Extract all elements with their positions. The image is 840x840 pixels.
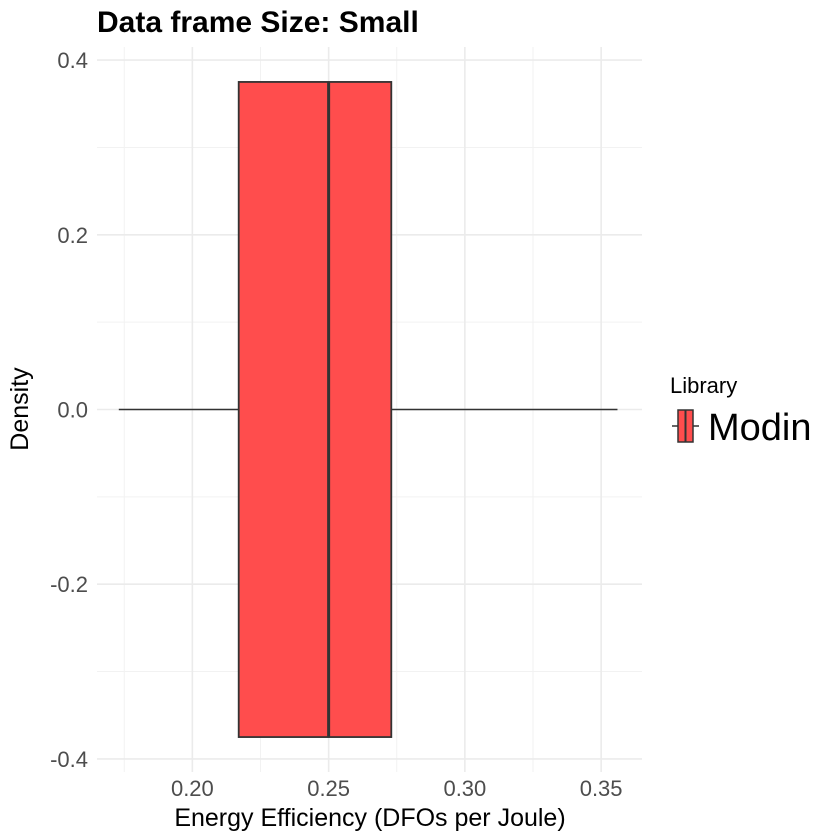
chart-title: Data frame Size: Small bbox=[97, 6, 419, 39]
x-tick-labels: 0.20 0.25 0.30 0.35 bbox=[171, 776, 623, 801]
legend-key-modin bbox=[672, 409, 699, 443]
x-tick-label: 0.30 bbox=[443, 776, 486, 801]
box-modin bbox=[237, 81, 393, 738]
y-tick-label: -0.2 bbox=[50, 572, 88, 597]
legend-title: Library bbox=[670, 373, 737, 398]
x-tick-label: 0.25 bbox=[307, 776, 350, 801]
y-tick-labels: -0.4 -0.2 0.0 0.2 0.4 bbox=[50, 48, 88, 772]
x-tick-label: 0.35 bbox=[580, 776, 623, 801]
y-tick-label: 0.0 bbox=[57, 398, 88, 423]
y-tick-label: 0.2 bbox=[57, 223, 88, 248]
x-tick-label: 0.20 bbox=[171, 776, 214, 801]
legend: Library Modin bbox=[670, 373, 812, 449]
y-axis-title: Density bbox=[6, 367, 34, 451]
x-axis-title: Energy Efficiency (DFOs per Joule) bbox=[174, 804, 565, 832]
y-tick-label: -0.4 bbox=[50, 747, 88, 772]
boxplot-layer bbox=[118, 81, 618, 738]
y-tick-label: 0.4 bbox=[57, 48, 88, 73]
legend-label-modin: Modin bbox=[708, 407, 812, 449]
